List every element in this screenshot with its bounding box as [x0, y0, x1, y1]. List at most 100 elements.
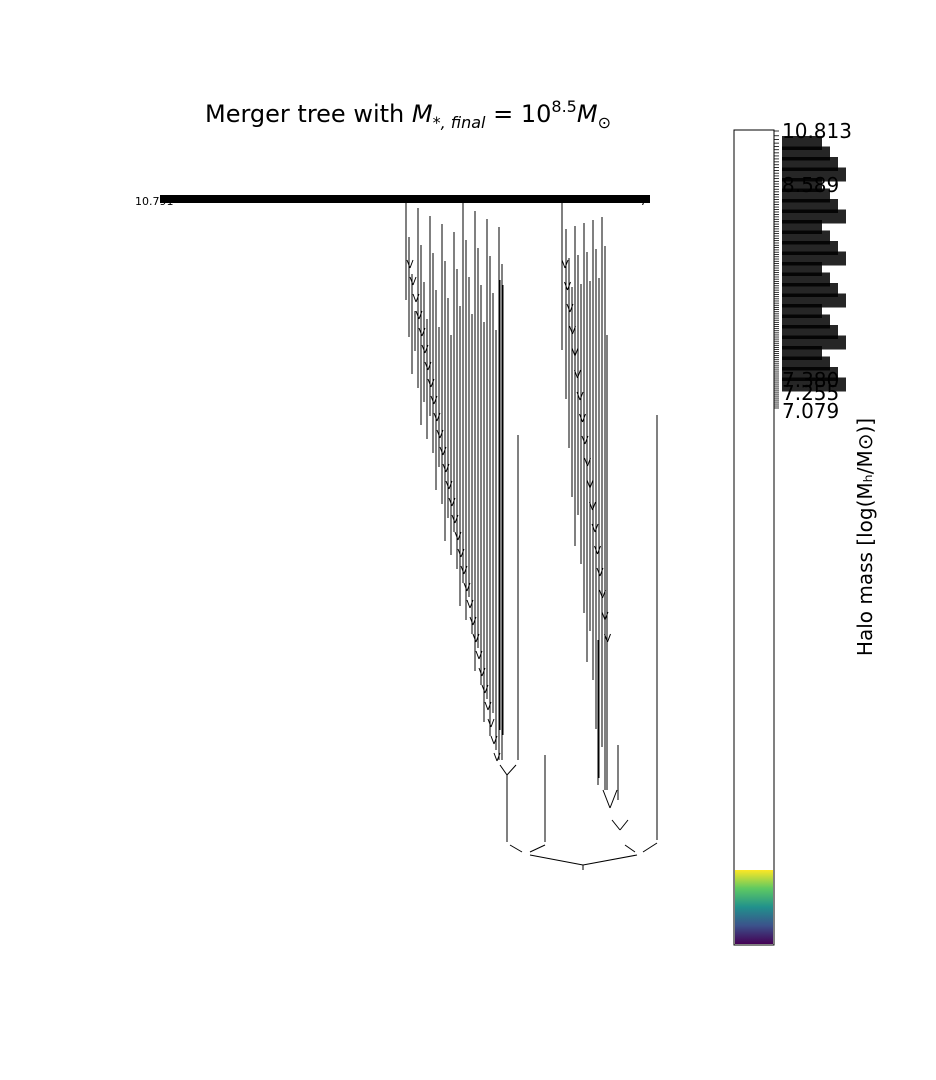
tree-branch	[430, 378, 435, 388]
tree-branch	[579, 391, 584, 401]
tree-branch	[469, 599, 474, 609]
tree-branch	[574, 369, 578, 379]
tree-branch	[584, 435, 589, 445]
tree-branch	[412, 293, 417, 303]
tree-branch	[454, 531, 459, 541]
tree-branch	[412, 276, 417, 286]
tree-branch	[609, 789, 618, 809]
tree-branch	[472, 616, 477, 626]
tree-branch	[478, 650, 483, 660]
tree-branch	[460, 565, 465, 575]
tree-branch	[478, 667, 483, 677]
colorbar-ticks	[774, 130, 779, 409]
tree-branch	[591, 523, 596, 533]
tree-branch	[421, 344, 426, 354]
tree-branch	[592, 501, 596, 511]
tree-branch	[569, 325, 573, 335]
tree-branch	[619, 819, 629, 831]
tree-branch	[475, 633, 480, 643]
tree-branch	[484, 701, 489, 711]
tree-branch	[418, 327, 423, 337]
tree-branch	[581, 435, 586, 445]
tree-branch	[430, 395, 435, 405]
tree-branch	[579, 413, 583, 423]
tree-branch	[433, 412, 438, 422]
tree-branch	[529, 844, 546, 853]
tree-branch	[436, 412, 441, 422]
tree-branch	[499, 764, 508, 776]
figure-title: Merger tree with M*, final = 108.5M⊙	[205, 97, 611, 132]
tree-branch	[624, 844, 636, 853]
tree-branch	[561, 259, 566, 269]
tree-branch	[566, 303, 571, 313]
tree-branch	[442, 446, 447, 456]
tree-branch	[564, 259, 569, 269]
tree-branch	[601, 611, 606, 621]
tree-branch	[487, 718, 492, 728]
tree-branch	[567, 281, 571, 291]
tree-branch	[582, 413, 586, 423]
colorbar-tick-label: 7.079	[782, 399, 839, 423]
tree-branch	[424, 361, 429, 371]
tree-branch	[594, 545, 598, 555]
tree-branch	[587, 457, 591, 467]
tree-branch	[427, 378, 432, 388]
tree-branch	[427, 361, 432, 371]
tree-branch	[589, 501, 593, 511]
tree-branch	[599, 567, 604, 577]
tree-branch	[418, 310, 423, 320]
tree-branch	[490, 735, 495, 745]
tree-branch	[594, 523, 599, 533]
tree-branch	[569, 303, 574, 313]
tree-branch	[457, 531, 462, 541]
tree-branch	[589, 479, 594, 489]
tree-branch	[421, 327, 426, 337]
tree-branch	[466, 582, 471, 592]
tree-branch	[572, 325, 576, 335]
tree-branch	[436, 429, 441, 439]
tree-branch	[481, 667, 486, 677]
tree-branch	[454, 514, 459, 524]
tree-branch	[424, 344, 429, 354]
tree-branch	[487, 701, 492, 711]
tree-branch	[496, 752, 501, 762]
tree-branch	[597, 545, 601, 555]
tree-branch	[433, 395, 438, 405]
colorbar-label: Halo mass [log(Mₕ/M⊙)]	[853, 418, 877, 656]
tree-branch	[584, 457, 588, 467]
tree-branch	[460, 548, 465, 558]
tree-branch	[506, 764, 517, 776]
tree-branch	[529, 854, 584, 866]
tree-branch	[602, 789, 611, 809]
tree-branch	[448, 480, 453, 490]
tree-branch	[415, 310, 420, 320]
tree-branch	[642, 842, 658, 853]
root-label-band: 10.791 7	[135, 195, 650, 208]
tree-branch	[439, 429, 444, 439]
tree-branch	[463, 565, 468, 575]
tree-branch	[406, 259, 411, 269]
tree-branch	[451, 497, 456, 507]
tree-branch	[472, 633, 477, 643]
tree-branch	[564, 281, 568, 291]
tree-branch	[493, 735, 498, 745]
tree-branch	[599, 589, 603, 599]
tree-branch	[493, 752, 498, 762]
tree-branch	[448, 497, 453, 507]
tree-branch	[596, 567, 601, 577]
tree-branch	[607, 633, 611, 643]
merger-tree-branches	[405, 200, 658, 870]
tree-branch	[451, 514, 456, 524]
tree-branch	[509, 844, 523, 853]
tree-branch	[582, 854, 638, 866]
colorbar-tick-label-overlap	[782, 377, 846, 392]
tree-branch	[409, 259, 414, 269]
tree-branch	[475, 650, 480, 660]
tree-branch	[445, 463, 450, 473]
tree-branch	[571, 347, 576, 357]
root-label-right: 7	[640, 195, 647, 208]
colorbar-frame	[733, 129, 775, 946]
